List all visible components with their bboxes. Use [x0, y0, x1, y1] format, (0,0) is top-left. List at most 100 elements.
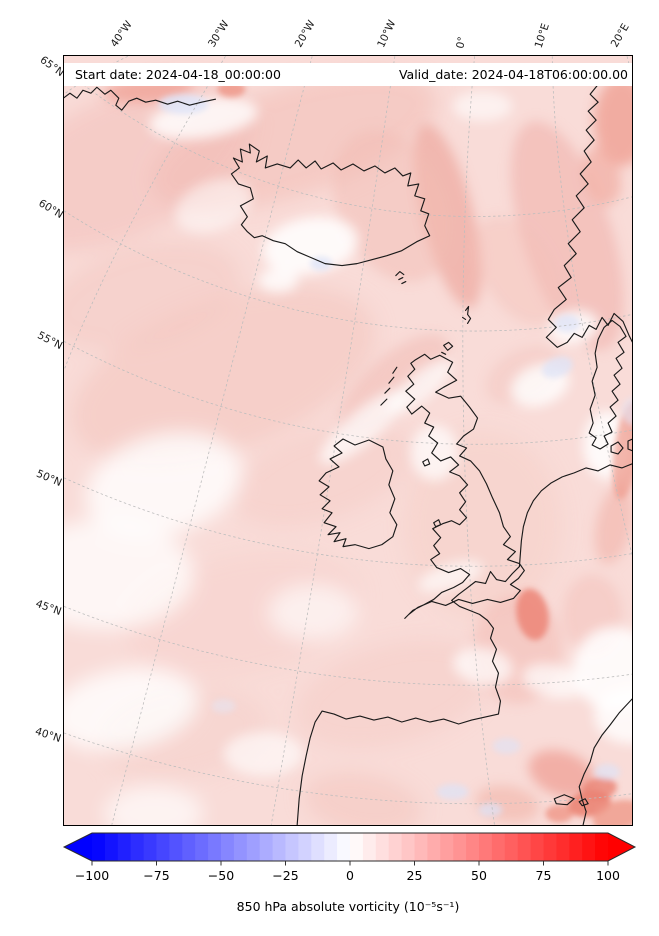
coastline [64, 86, 217, 111]
coastline [230, 143, 431, 267]
colorbar-min-arrow [64, 833, 92, 861]
field-blob [150, 71, 437, 211]
field-blob [268, 584, 358, 641]
field-blob [223, 731, 304, 776]
field-blob [554, 314, 581, 333]
field-blob [581, 777, 617, 801]
meridian-gridline [111, 56, 313, 825]
parallel-gridline [64, 477, 632, 567]
field-blob [592, 799, 632, 825]
field-blob [295, 639, 490, 749]
colorbar-segment [221, 833, 235, 861]
colorbar-tick-label: 25 [407, 868, 423, 883]
colorbar-segment [427, 833, 441, 861]
colorbar-segment [337, 833, 351, 861]
colorbar-label: 850 hPa absolute vorticity (10⁻⁵s⁻¹) [236, 899, 460, 914]
coastline [627, 438, 632, 452]
field-blob [64, 519, 194, 630]
parallel-gridline [64, 68, 632, 217]
coastline [545, 82, 632, 348]
field-blob [436, 783, 469, 800]
lat-tick-label: 40°N [33, 725, 63, 746]
colorbar-segment [375, 833, 390, 861]
coastline [318, 438, 398, 550]
colorbar-segment [440, 833, 454, 861]
field-blob [158, 94, 209, 115]
colorbar-segment [595, 833, 609, 861]
coastline [588, 319, 627, 450]
coastline [441, 341, 454, 355]
field-blob [410, 425, 459, 481]
lat-tick-label: 55°N [34, 329, 64, 353]
field-blob [594, 485, 632, 564]
coastline [553, 794, 575, 806]
colorbar-segment [491, 833, 506, 861]
field-blob [594, 76, 632, 166]
field-blob [492, 737, 521, 754]
field-blob [418, 560, 484, 593]
field-blob [545, 804, 574, 823]
field-blob [388, 359, 452, 415]
colorbar-segment [272, 833, 286, 861]
field-blob [175, 178, 252, 233]
colorbar-segment [401, 833, 415, 861]
colorbar-segment [311, 833, 325, 861]
field-blob [64, 667, 198, 751]
meridian-gridline [64, 56, 226, 371]
lon-tick-label: 40°W [108, 18, 135, 50]
field-blob [478, 802, 503, 817]
colorbar-segment [556, 833, 570, 861]
colorbar-tick-label: 75 [536, 868, 552, 883]
colorbar-segment [582, 833, 596, 861]
field-blob [211, 699, 236, 714]
field-blob [262, 216, 358, 275]
lat-tick-label: 50°N [34, 467, 64, 490]
colorbar-tick-label: 100 [596, 868, 620, 883]
colorbar-tick-label: −75 [143, 868, 169, 883]
parallel-gridline [64, 606, 632, 686]
coastline [380, 366, 398, 406]
coastlines [64, 82, 632, 825]
field-blob [474, 215, 560, 326]
colorbar-tick-label: 0 [346, 868, 354, 883]
parallel-gridline [64, 210, 632, 332]
colorbar-segment [246, 833, 261, 861]
valid-date-label: Valid_date: 2024-04-18T06:00:00.00 [398, 67, 628, 82]
coastline [296, 463, 632, 825]
colorbar-segment [350, 833, 364, 861]
colorbar-segment [517, 833, 531, 861]
colorbar-segment [182, 833, 196, 861]
colorbar-max-arrow [608, 833, 635, 861]
colorbar-segment [208, 833, 222, 861]
lon-tick-label: 10°W [375, 18, 399, 50]
colorbar-tick-label: 50 [471, 868, 487, 883]
colorbar-tick-label: −50 [208, 868, 234, 883]
coastline [578, 698, 632, 825]
start-date-label: Start date: 2024-04-18_00:00:00 [75, 67, 281, 82]
lon-tick-label: 20°W [292, 18, 318, 50]
colorbar-segment [259, 833, 273, 861]
colorbar-segment [543, 833, 557, 861]
colorbar-segment [130, 833, 144, 861]
field-blob [452, 647, 513, 685]
field-blob [510, 121, 624, 351]
field-blob [522, 664, 586, 699]
lon-tick-label: 20°E [608, 21, 632, 50]
field-blob [516, 588, 549, 641]
lat-tick-label: 60°N [35, 197, 65, 222]
colorbar-segment [104, 833, 119, 861]
colorbar-segment [285, 833, 299, 861]
coastline [578, 798, 589, 807]
field-blob [541, 356, 573, 379]
field-blob [594, 688, 632, 744]
colorbar-segment [504, 833, 519, 861]
parallel-gridline [64, 340, 632, 445]
field-blob [452, 91, 513, 122]
colorbar-segment [143, 833, 157, 861]
colorbar: −100 −75 −50 −25 0 25 50 75 100 [62, 832, 637, 883]
lat-tick-label: 65°N [37, 53, 66, 80]
colorbar-segment [117, 833, 132, 861]
colorbar-segment [388, 833, 402, 861]
coastline [404, 353, 525, 619]
